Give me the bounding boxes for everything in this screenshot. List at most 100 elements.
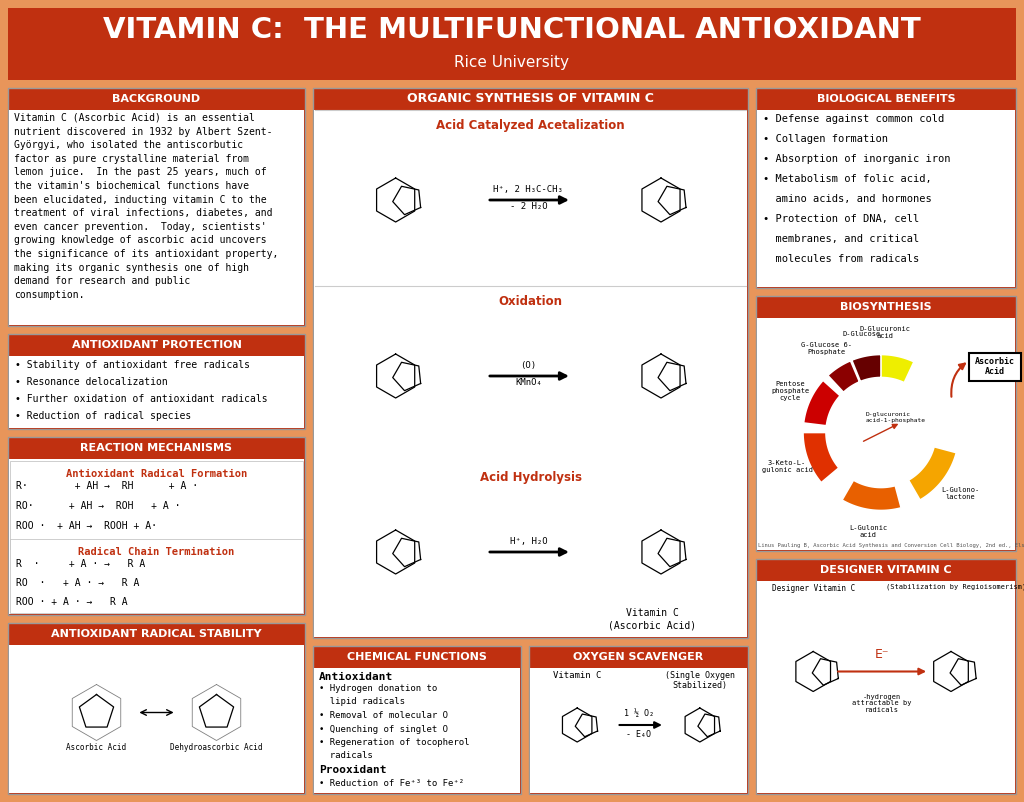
Text: Vitamin C: Vitamin C [553, 671, 601, 680]
Text: OXYGEN SCAVENGER: OXYGEN SCAVENGER [573, 652, 703, 662]
Text: Vitamin C (Ascorbic Acid) is an essential
nutrient discovered in 1932 by Albert : Vitamin C (Ascorbic Acid) is an essentia… [14, 113, 279, 300]
Text: molecules from radicals: molecules from radicals [763, 254, 920, 264]
Bar [9, 645, 304, 793]
Text: • Resonance delocalization: • Resonance delocalization [15, 377, 168, 387]
Bar [8, 88, 305, 326]
Polygon shape [803, 432, 839, 483]
Bar [757, 318, 1015, 550]
Text: Antioxidant Radical Formation: Antioxidant Radical Formation [66, 469, 247, 479]
Bar [10, 461, 303, 549]
Polygon shape [854, 354, 914, 383]
Bar [8, 437, 305, 615]
Text: KMnO₄: KMnO₄ [515, 378, 542, 387]
Polygon shape [908, 447, 956, 500]
Text: - 2 H₂O: - 2 H₂O [510, 202, 547, 211]
Text: -hydrogen
attractable by
radicals: -hydrogen attractable by radicals [852, 694, 911, 714]
Text: lipid radicals: lipid radicals [319, 698, 406, 707]
Text: Linus Pauling B, Ascorbic Acid Synthesis and Conversion Cell Biology, 2nd ed., E: Linus Pauling B, Ascorbic Acid Synthesis… [758, 543, 1024, 548]
Text: (Single Oxygen
Stabilized): (Single Oxygen Stabilized) [665, 671, 735, 691]
Bar [10, 539, 303, 613]
Text: 3-Keto-L-
gulonic acid: 3-Keto-L- gulonic acid [762, 460, 812, 473]
Bar [757, 581, 1015, 793]
Text: Prooxidant: Prooxidant [319, 765, 386, 775]
Text: BACKGROUND: BACKGROUND [113, 94, 201, 104]
Bar [529, 646, 748, 794]
Bar [313, 88, 748, 638]
Bar [8, 334, 305, 429]
Text: ROO · + A · →   R A: ROO · + A · → R A [16, 597, 128, 607]
Text: • Further oxidation of antioxidant radicals: • Further oxidation of antioxidant radic… [15, 394, 267, 404]
Text: R  ·     + A · →   R A: R · + A · → R A [16, 559, 145, 569]
Text: Vitamin C
(Ascorbic Acid): Vitamin C (Ascorbic Acid) [608, 609, 696, 630]
Text: • Absorption of inorganic iron: • Absorption of inorganic iron [763, 154, 950, 164]
Text: Ascorbic Acid: Ascorbic Acid [67, 743, 127, 751]
Text: (O): (O) [520, 361, 537, 370]
Text: VITAMIN C:  THE MULTIFUNCTIONAL ANTIOXIDANT: VITAMIN C: THE MULTIFUNCTIONAL ANTIOXIDA… [103, 16, 921, 44]
Text: Designer Vitamin C: Designer Vitamin C [771, 584, 855, 593]
Text: (Stabilization by Regioisomerism): (Stabilization by Regioisomerism) [886, 584, 1024, 590]
Text: radicals: radicals [319, 751, 373, 760]
Text: R·        + AH →  RH      + A ·: R· + AH → RH + A · [16, 481, 198, 491]
Text: L-Gulono-
lactone: L-Gulono- lactone [941, 487, 980, 500]
Text: • Defense against common cold: • Defense against common cold [763, 114, 944, 124]
Text: H⁺, 2 H₃C-CH₃: H⁺, 2 H₃C-CH₃ [494, 185, 563, 194]
Bar [8, 8, 1016, 80]
Text: • Removal of molecular O: • Removal of molecular O [319, 711, 449, 720]
Text: Pentose
phosphate
cycle: Pentose phosphate cycle [771, 381, 809, 401]
Text: • Stability of antioxidant free radicals: • Stability of antioxidant free radicals [15, 360, 250, 370]
Text: L-Gulonic
acid: L-Gulonic acid [849, 525, 887, 538]
Text: Radical Chain Termination: Radical Chain Termination [79, 547, 234, 557]
Text: Acid Hydrolysis: Acid Hydrolysis [479, 471, 582, 484]
Text: BIOLOGICAL BENEFITS: BIOLOGICAL BENEFITS [817, 94, 955, 104]
Text: D-glucuronic
acid-1-phosphate: D-glucuronic acid-1-phosphate [866, 412, 926, 423]
Text: Antioxidant: Antioxidant [319, 672, 393, 682]
Bar [969, 353, 1021, 380]
Text: RO  ·   + A · →   R A: RO · + A · → R A [16, 578, 139, 588]
Text: DESIGNER VITAMIN C: DESIGNER VITAMIN C [820, 565, 952, 575]
Text: G-Glucose 6-
Phosphate: G-Glucose 6- Phosphate [801, 342, 852, 355]
Bar [530, 668, 746, 793]
Text: • Metabolism of folic acid,: • Metabolism of folic acid, [763, 174, 932, 184]
Text: H⁺, H₂O: H⁺, H₂O [510, 537, 547, 546]
Polygon shape [852, 354, 881, 382]
Bar [756, 296, 1016, 551]
Text: ANTIOXIDANT PROTECTION: ANTIOXIDANT PROTECTION [72, 340, 242, 350]
Bar [756, 559, 1016, 794]
Text: CHEMICAL FUNCTIONS: CHEMICAL FUNCTIONS [347, 652, 487, 662]
Text: 1 ½ O₂: 1 ½ O₂ [624, 709, 653, 718]
Text: ORGANIC SYNTHESIS OF VITAMIN C: ORGANIC SYNTHESIS OF VITAMIN C [408, 92, 654, 106]
Bar [314, 668, 520, 793]
Text: ANTIOXIDANT RADICAL STABILITY: ANTIOXIDANT RADICAL STABILITY [51, 629, 262, 639]
Text: • Regeneration of tocopherol: • Regeneration of tocopherol [319, 738, 469, 747]
Text: D-Glucuronic
acid: D-Glucuronic acid [860, 326, 911, 339]
Polygon shape [804, 380, 840, 426]
Bar [756, 88, 1016, 288]
Text: • Reduction of radical species: • Reduction of radical species [15, 411, 191, 421]
Bar [9, 356, 304, 428]
Polygon shape [842, 480, 901, 511]
Text: Ascorbic
Acid: Ascorbic Acid [975, 357, 1015, 376]
Polygon shape [827, 361, 859, 392]
Bar [9, 110, 304, 325]
Text: BIOSYNTHESIS: BIOSYNTHESIS [840, 302, 932, 312]
Text: membranes, and critical: membranes, and critical [763, 234, 920, 244]
Bar [313, 646, 521, 794]
Text: amino acids, and hormones: amino acids, and hormones [763, 194, 932, 204]
Text: • Protection of DNA, cell: • Protection of DNA, cell [763, 214, 920, 224]
Text: RO·      + AH →  ROH   + A ·: RO· + AH → ROH + A · [16, 501, 180, 511]
Text: D-Glucose: D-Glucose [843, 331, 881, 338]
Bar [8, 623, 305, 794]
Text: - E₄O: - E₄O [626, 730, 651, 739]
Bar [757, 110, 1015, 287]
Text: Oxidation: Oxidation [499, 295, 562, 308]
Text: Rice University: Rice University [455, 55, 569, 70]
Text: • Reduction of Fe⁺³ to Fe⁺²: • Reduction of Fe⁺³ to Fe⁺² [319, 779, 464, 788]
Text: E⁻: E⁻ [874, 649, 890, 662]
Text: REACTION MECHANISMS: REACTION MECHANISMS [81, 443, 232, 453]
Text: ROO ·  + AH →  ROOH + A·: ROO · + AH → ROOH + A· [16, 521, 157, 531]
Text: Acid Catalyzed Acetalization: Acid Catalyzed Acetalization [436, 119, 625, 132]
Bar [314, 110, 746, 637]
Text: • Quenching of singlet O: • Quenching of singlet O [319, 724, 449, 734]
Text: Dehydroascorbic Acid: Dehydroascorbic Acid [170, 743, 263, 751]
Bar [9, 459, 304, 614]
